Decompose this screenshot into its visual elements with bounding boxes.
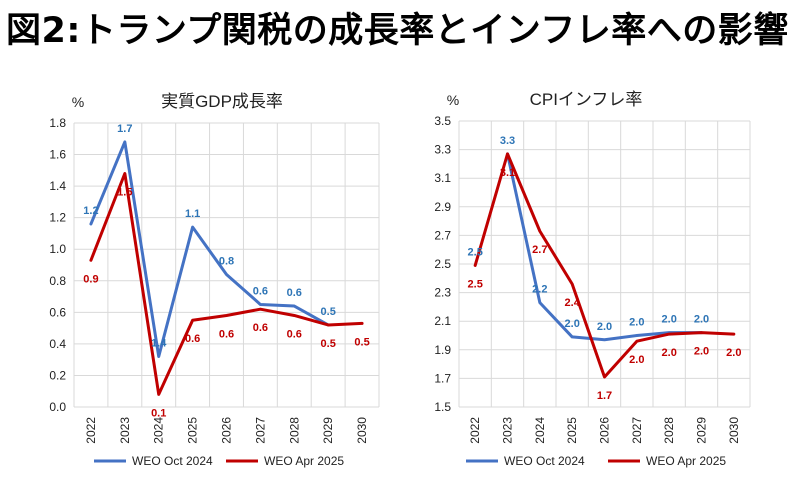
data-label: 1.4: [151, 338, 167, 350]
data-label: 2.4: [565, 297, 581, 309]
x-tick-label: 2025: [565, 417, 579, 444]
y-tick-label: 2.5: [434, 257, 451, 271]
legend-label: WEO Oct 2024: [504, 454, 585, 468]
y-tick-label: 1.4: [49, 179, 66, 193]
y-tick-label: 2.7: [434, 228, 451, 242]
y-tick-label: 1.8: [49, 116, 66, 130]
y-tick-label: 0.0: [49, 400, 66, 414]
x-tick-label: 2030: [727, 417, 741, 444]
legend-label: WEO Apr 2025: [264, 454, 344, 468]
data-label: 2.0: [565, 318, 580, 330]
y-tick-label: 1.2: [49, 211, 66, 225]
data-label: 2.0: [662, 314, 677, 326]
x-tick-label: 2028: [287, 417, 301, 444]
data-label: 2.0: [629, 317, 644, 329]
series-line: [473, 152, 736, 379]
data-label: 1.7: [597, 390, 612, 402]
x-tick-label: 2029: [321, 417, 335, 444]
x-tick-label: 2029: [695, 417, 709, 444]
data-label: 0.8: [219, 255, 234, 267]
data-label: 2.0: [597, 321, 612, 333]
y-tick-label: 0.2: [49, 368, 66, 382]
gdp-growth-chart: 実質GDP成長率% 0.0 0.2 0.4 0.6 0.8 1.0 1.2 1.4 1.6 1.8 2…: [49, 92, 380, 468]
x-tick-label: 2028: [662, 417, 676, 444]
data-label: 2.2: [532, 284, 547, 296]
data-label: 3.3: [500, 135, 515, 147]
y-tick-label: 0.4: [49, 337, 66, 351]
data-label: 0.5: [321, 338, 336, 350]
y-tick-label: 1.5: [434, 400, 451, 414]
x-tick-label: 2024: [152, 417, 166, 444]
x-tick-label: 2023: [501, 417, 515, 444]
data-label: 0.6: [253, 322, 268, 334]
y-unit-label: %: [447, 92, 459, 108]
data-label: 1.5: [117, 186, 132, 198]
y-tick-label: 1.9: [434, 343, 451, 357]
page-title: 図2:トランプ関税の成長率とインフレ率への影響: [6, 11, 789, 51]
data-label: 2.0: [662, 347, 677, 359]
data-label: 2.0: [726, 347, 741, 359]
data-label: 2.0: [694, 314, 709, 326]
y-unit-label: %: [72, 94, 84, 110]
y-tick-label: 2.9: [434, 200, 451, 214]
data-label: 3.1: [500, 167, 515, 179]
x-tick-label: 2026: [598, 417, 612, 444]
x-tick-label: 2022: [84, 417, 98, 444]
data-label: 1.7: [117, 123, 132, 135]
series-line: [89, 171, 364, 396]
data-label: 0.6: [253, 285, 268, 297]
chart-title: 実質GDP成長率: [161, 92, 283, 111]
cpi-inflation-chart: CPIインフレ率% 1.5 1.7 1.9 2.1 2.3 2.5 2.7 2.9 3.1 3.3 3…: [434, 90, 751, 468]
data-label: 2.5: [468, 246, 483, 258]
data-label: 0.6: [219, 328, 234, 340]
y-tick-label: 3.5: [434, 114, 451, 128]
data-label: 0.9: [83, 273, 98, 285]
data-label: 1.1: [185, 208, 200, 220]
data-label: 1.2: [83, 205, 98, 217]
data-label: 0.5: [321, 306, 336, 318]
chart-title: CPIインフレ率: [530, 90, 643, 109]
x-tick-label: 2027: [253, 417, 267, 444]
y-tick-label: 2.1: [434, 314, 451, 328]
y-tick-label: 2.3: [434, 286, 451, 300]
x-tick-label: 2025: [186, 417, 200, 444]
legend-label: WEO Apr 2025: [646, 454, 726, 468]
data-label: 0.5: [354, 336, 369, 348]
y-tick-label: 1.6: [49, 148, 66, 162]
data-label: 2.0: [694, 346, 709, 358]
x-tick-label: 2023: [118, 417, 132, 444]
y-tick-label: 0.6: [49, 305, 66, 319]
y-tick-label: 3.3: [434, 143, 451, 157]
x-tick-label: 2026: [220, 417, 234, 444]
data-label: 0.6: [287, 287, 302, 299]
data-label: 0.1: [151, 407, 166, 419]
x-tick-label: 2030: [355, 417, 369, 444]
y-tick-label: 1.0: [49, 242, 66, 256]
data-label: 0.6: [185, 333, 200, 345]
data-label: 2.0: [629, 354, 644, 366]
data-label: 2.7: [532, 244, 547, 256]
x-tick-label: 2022: [468, 417, 482, 444]
y-tick-label: 0.8: [49, 274, 66, 288]
x-tick-label: 2027: [630, 417, 644, 444]
legend-label: WEO Oct 2024: [132, 454, 213, 468]
y-tick-label: 1.7: [434, 371, 451, 385]
data-label: 0.6: [287, 328, 302, 340]
y-tick-label: 3.1: [434, 171, 451, 185]
series-line: [89, 140, 330, 359]
x-tick-label: 2024: [533, 417, 547, 444]
data-label: 2.5: [468, 278, 483, 290]
